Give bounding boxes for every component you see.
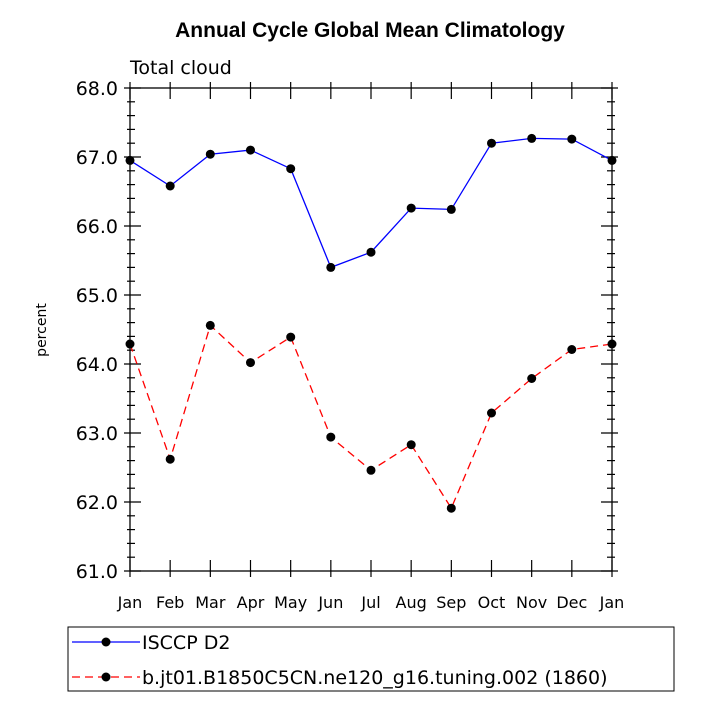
data-point-0 <box>205 149 215 159</box>
x-tick-label: May <box>274 593 307 612</box>
x-tick-label: Feb <box>156 593 184 612</box>
data-point-0 <box>165 181 175 191</box>
x-tick-label: Jul <box>360 593 380 612</box>
data-point-1 <box>246 358 255 368</box>
legend: ISCCP D2 b.jt01.B1850C5CN.ne120_g16.tuni… <box>67 626 675 692</box>
data-point-0 <box>366 247 376 257</box>
y-axis-label: percent <box>34 303 50 357</box>
x-tick-label: Mar <box>195 593 226 612</box>
data-point-0 <box>326 262 336 272</box>
x-tick-label: Jan <box>117 593 143 612</box>
data-point-0 <box>527 133 537 143</box>
x-tick-label: Jun <box>317 593 343 612</box>
y-tick-label: 65.0 <box>76 285 118 307</box>
legend-label-isccp: ISCCP D2 <box>142 632 230 654</box>
x-tick-label: Apr <box>237 593 265 612</box>
axis-ticks: 61.0 62.0 63.0 64.0 65.0 66.0 67.0 68.0 Jan Feb Ma… <box>76 78 625 612</box>
x-tick-label: Sep <box>436 593 466 612</box>
x-tick-label: Jan <box>599 593 625 612</box>
legend-marker-isccp <box>101 637 111 647</box>
data-point-1 <box>286 332 296 342</box>
data-point-0 <box>567 134 577 144</box>
y-tick-label: 64.0 <box>76 354 118 376</box>
data-point-0 <box>487 138 496 148</box>
y-tick-label: 66.0 <box>76 216 118 238</box>
data-point-0 <box>246 145 255 155</box>
chart-subtitle: Total cloud <box>129 57 232 79</box>
y-tick-label: 67.0 <box>76 147 118 169</box>
legend-box <box>67 626 675 692</box>
data-point-1 <box>366 465 376 475</box>
data-point-0 <box>406 203 416 213</box>
data-point-1 <box>527 374 537 383</box>
y-tick-label: 68.0 <box>76 78 118 100</box>
data-point-0 <box>607 155 617 165</box>
y-tick-label: 63.0 <box>76 423 118 445</box>
data-point-0 <box>125 155 135 165</box>
legend-label-model: b.jt01.B1850C5CN.ne120_g16.tuning.002 (1… <box>142 667 608 689</box>
data-point-1 <box>165 454 175 464</box>
y-tick-label: 62.0 <box>76 492 118 514</box>
series-line-1 <box>129 324 613 510</box>
data-point-1 <box>567 345 577 354</box>
plot-frame <box>129 87 613 572</box>
data-point-1 <box>205 320 215 330</box>
series-layer <box>125 133 617 513</box>
x-tick-label: Nov <box>516 593 547 612</box>
data-point-1 <box>487 408 496 418</box>
y-tick-label: 61.0 <box>76 561 118 583</box>
data-point-1 <box>125 339 135 349</box>
data-point-1 <box>406 440 416 450</box>
data-point-0 <box>286 164 296 174</box>
x-tick-label: Dec <box>556 593 587 612</box>
x-tick-label: Oct <box>478 593 506 612</box>
chart-title: Annual Cycle Global Mean Climatology <box>175 19 565 42</box>
data-point-0 <box>446 204 456 214</box>
data-point-1 <box>446 503 456 513</box>
x-tick-label: Aug <box>396 593 427 612</box>
legend-marker-model <box>101 672 111 682</box>
data-point-1 <box>326 432 336 442</box>
data-point-1 <box>607 339 617 349</box>
